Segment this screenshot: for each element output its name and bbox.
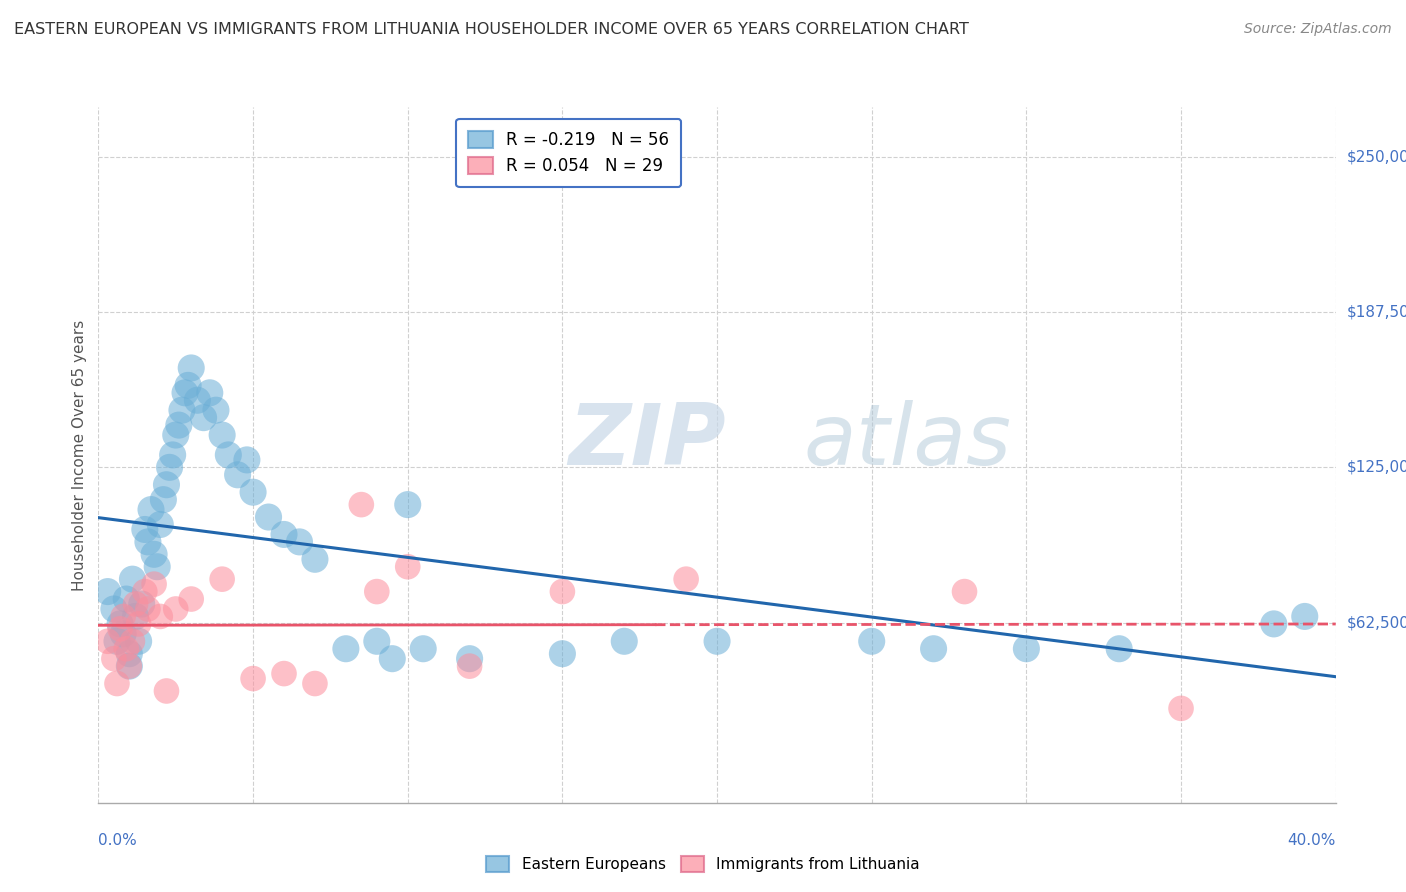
Point bbox=[108, 616, 131, 631]
Point bbox=[124, 609, 146, 624]
Point bbox=[167, 418, 190, 433]
Point bbox=[396, 559, 419, 574]
Point bbox=[613, 634, 636, 648]
Point bbox=[242, 485, 264, 500]
Point bbox=[152, 492, 174, 507]
Point bbox=[860, 634, 883, 648]
Point bbox=[211, 572, 233, 586]
Point bbox=[155, 684, 177, 698]
Text: atlas: atlas bbox=[804, 400, 1012, 483]
Point bbox=[136, 534, 159, 549]
Point bbox=[236, 453, 259, 467]
Point bbox=[136, 602, 159, 616]
Point bbox=[1015, 641, 1038, 656]
Point bbox=[155, 477, 177, 491]
Point bbox=[146, 559, 169, 574]
Point bbox=[304, 552, 326, 566]
Point bbox=[273, 527, 295, 541]
Point bbox=[121, 572, 143, 586]
Point bbox=[174, 385, 197, 400]
Point bbox=[1108, 641, 1130, 656]
Point bbox=[103, 602, 125, 616]
Point bbox=[149, 517, 172, 532]
Point bbox=[108, 622, 131, 636]
Text: Source: ZipAtlas.com: Source: ZipAtlas.com bbox=[1244, 22, 1392, 37]
Point bbox=[288, 534, 311, 549]
Point bbox=[366, 584, 388, 599]
Point bbox=[366, 634, 388, 648]
Text: $125,000: $125,000 bbox=[1347, 460, 1406, 475]
Point bbox=[143, 547, 166, 561]
Point bbox=[121, 634, 143, 648]
Legend: Eastern Europeans, Immigrants from Lithuania: Eastern Europeans, Immigrants from Lithu… bbox=[479, 848, 927, 880]
Point bbox=[159, 460, 181, 475]
Point bbox=[115, 592, 138, 607]
Point bbox=[162, 448, 184, 462]
Point bbox=[97, 584, 120, 599]
Point bbox=[165, 602, 187, 616]
Point bbox=[551, 647, 574, 661]
Y-axis label: Householder Income Over 65 years: Householder Income Over 65 years bbox=[72, 319, 87, 591]
Point bbox=[134, 523, 156, 537]
Point bbox=[304, 676, 326, 690]
Point bbox=[105, 634, 128, 648]
Point bbox=[1170, 701, 1192, 715]
Point bbox=[118, 647, 141, 661]
Point bbox=[180, 592, 202, 607]
Point bbox=[180, 361, 202, 376]
Point bbox=[193, 410, 215, 425]
Text: $62,500: $62,500 bbox=[1347, 615, 1406, 630]
Point bbox=[211, 428, 233, 442]
Point bbox=[124, 597, 146, 611]
Point bbox=[205, 403, 228, 417]
Point bbox=[1263, 616, 1285, 631]
Point bbox=[675, 572, 697, 586]
Point bbox=[118, 659, 141, 673]
Legend: R = -0.219   N = 56, R = 0.054   N = 29: R = -0.219 N = 56, R = 0.054 N = 29 bbox=[457, 119, 681, 186]
Point bbox=[134, 584, 156, 599]
Point bbox=[131, 597, 153, 611]
Point bbox=[273, 666, 295, 681]
Point bbox=[186, 393, 208, 408]
Point bbox=[165, 428, 187, 442]
Point bbox=[242, 672, 264, 686]
Point bbox=[97, 634, 120, 648]
Point bbox=[139, 502, 162, 516]
Point bbox=[381, 651, 404, 665]
Point bbox=[112, 627, 135, 641]
Point bbox=[115, 641, 138, 656]
Point bbox=[143, 577, 166, 591]
Point bbox=[226, 467, 249, 482]
Point bbox=[412, 641, 434, 656]
Point bbox=[551, 584, 574, 599]
Text: ZIP: ZIP bbox=[568, 400, 727, 483]
Point bbox=[103, 651, 125, 665]
Point bbox=[257, 510, 280, 524]
Point bbox=[922, 641, 945, 656]
Point bbox=[1294, 609, 1316, 624]
Point bbox=[118, 659, 141, 673]
Text: $187,500: $187,500 bbox=[1347, 304, 1406, 319]
Point bbox=[128, 634, 150, 648]
Text: 40.0%: 40.0% bbox=[1288, 833, 1336, 848]
Point bbox=[128, 616, 150, 631]
Point bbox=[217, 448, 239, 462]
Point bbox=[350, 498, 373, 512]
Point bbox=[149, 609, 172, 624]
Point bbox=[112, 609, 135, 624]
Point bbox=[458, 651, 481, 665]
Point bbox=[170, 403, 193, 417]
Text: 0.0%: 0.0% bbox=[98, 833, 138, 848]
Text: EASTERN EUROPEAN VS IMMIGRANTS FROM LITHUANIA HOUSEHOLDER INCOME OVER 65 YEARS C: EASTERN EUROPEAN VS IMMIGRANTS FROM LITH… bbox=[14, 22, 969, 37]
Point bbox=[105, 676, 128, 690]
Point bbox=[953, 584, 976, 599]
Point bbox=[458, 659, 481, 673]
Point bbox=[396, 498, 419, 512]
Point bbox=[335, 641, 357, 656]
Point bbox=[198, 385, 221, 400]
Text: $250,000: $250,000 bbox=[1347, 149, 1406, 164]
Point bbox=[706, 634, 728, 648]
Point bbox=[177, 378, 200, 392]
